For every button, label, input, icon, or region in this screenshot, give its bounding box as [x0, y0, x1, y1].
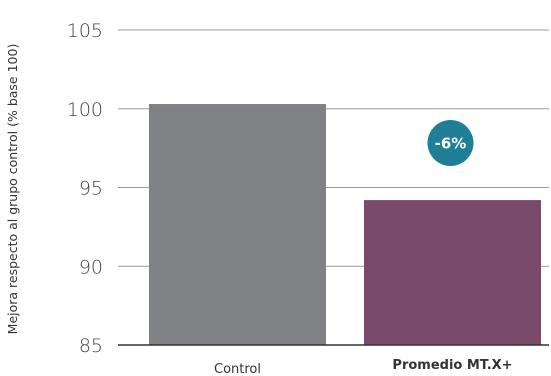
x-tick-label: Promedio MT.X+ [392, 358, 512, 373]
y-tick-label: 95 [79, 178, 103, 200]
bar-promedio-mt-x- [364, 200, 541, 345]
badge-circle [427, 120, 474, 166]
difference-badge: -6% [427, 120, 474, 166]
y-tick-label: 105 [67, 20, 103, 42]
x-tick-labels: Control Promedio MT.X+ [214, 358, 513, 376]
x-tick-label: Control [214, 362, 261, 376]
y-tick-label: 100 [67, 99, 103, 121]
y-tick-labels: 85 90 95 100 105 [67, 20, 103, 357]
y-tick-label: 90 [79, 256, 103, 278]
y-axis-label: Mejora respecto al grupo control (% base… [5, 44, 20, 335]
bars [149, 104, 541, 346]
bar-control [149, 104, 326, 346]
badge-label: -6% [435, 135, 467, 153]
y-tick-label: 85 [79, 335, 103, 357]
